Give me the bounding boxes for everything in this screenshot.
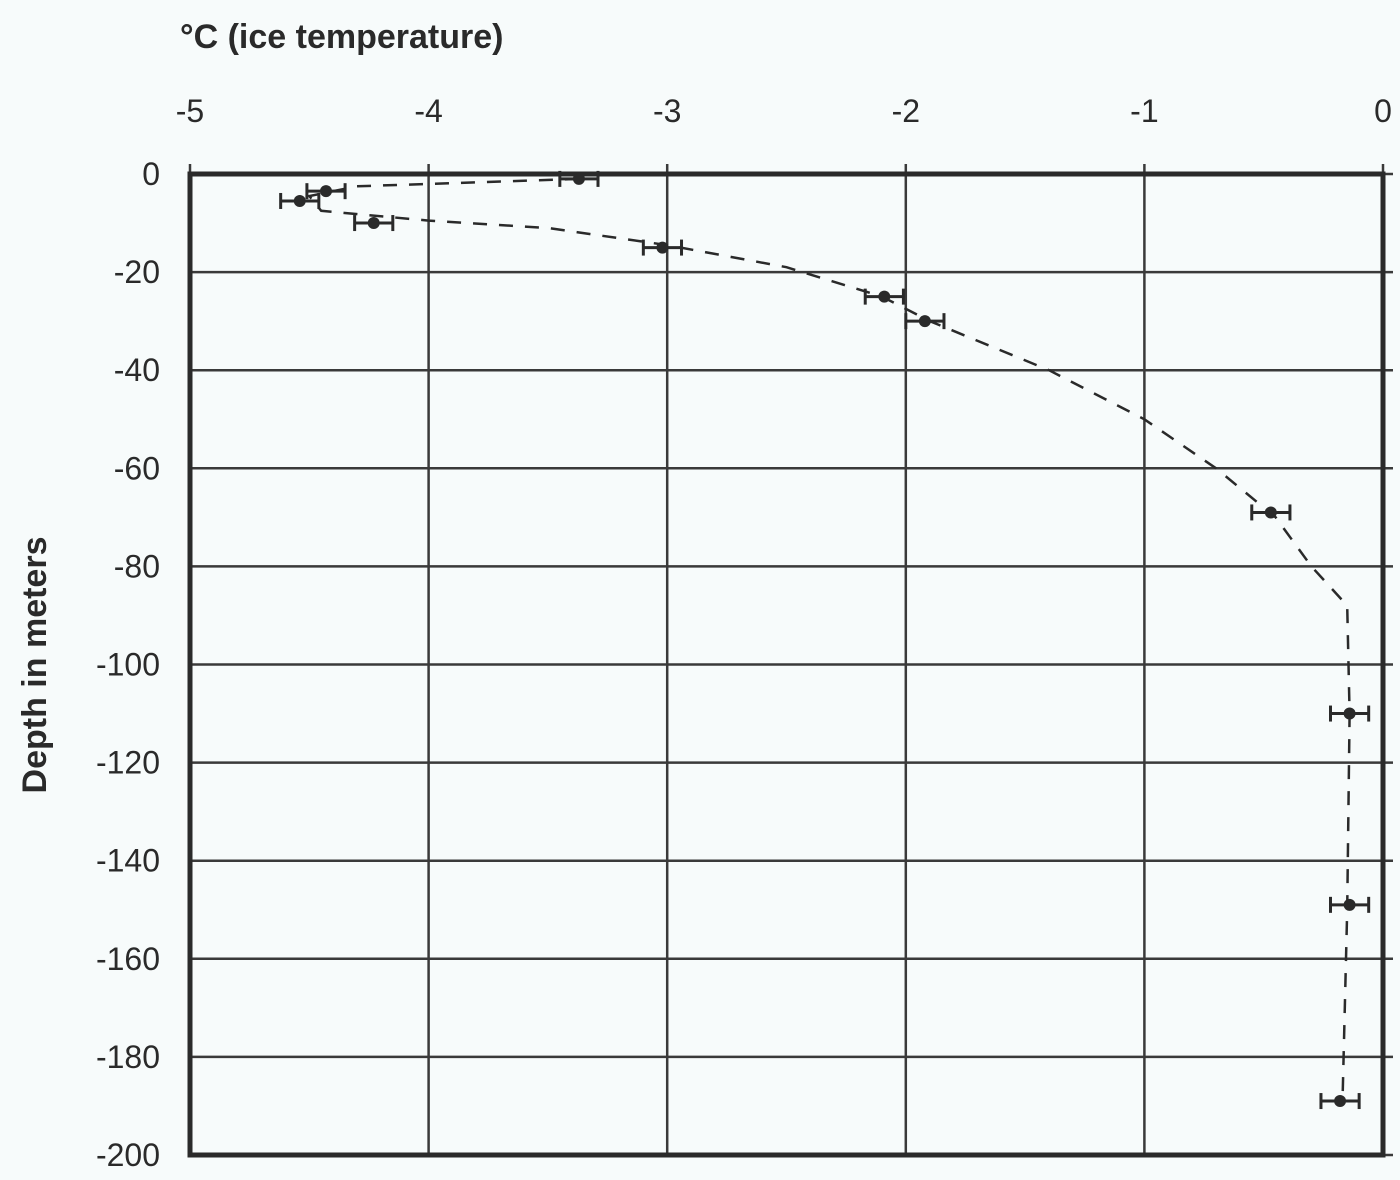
x-tick-label: -4 — [414, 93, 442, 129]
y-axis-label: Depth in meters — [16, 537, 54, 794]
data-point — [1250, 504, 1292, 521]
fitted-profile-dashed-line — [307, 177, 1351, 1106]
data-point-marker — [367, 217, 380, 230]
data-point — [904, 313, 946, 330]
data-point-marker — [1334, 1095, 1347, 1108]
data-point — [641, 239, 684, 256]
y-tick-label: -60 — [114, 450, 160, 486]
y-tick-label: -120 — [96, 745, 160, 781]
data-point-marker — [1343, 898, 1356, 911]
y-tick-label: -100 — [96, 647, 160, 683]
y-tick-label: -200 — [96, 1137, 160, 1173]
y-tick-label: -40 — [114, 352, 160, 388]
data-point — [1329, 705, 1371, 722]
y-tick-label: -180 — [96, 1039, 160, 1075]
y-tick-label: -140 — [96, 843, 160, 879]
x-tick-label: -2 — [892, 93, 920, 129]
data-point-marker — [572, 172, 585, 185]
plot-area-frame — [187, 171, 1386, 1158]
data-point-marker — [1343, 707, 1356, 720]
data-point — [863, 288, 905, 305]
data-point-marker — [878, 290, 891, 303]
y-tick-label: 0 — [142, 156, 160, 192]
x-tick-label: -1 — [1130, 93, 1158, 129]
data-point — [1319, 1093, 1361, 1110]
chart-title: °C (ice temperature) — [180, 18, 503, 56]
data-point — [305, 183, 347, 200]
data-point — [353, 215, 395, 232]
data-point-marker — [918, 315, 931, 328]
data-point — [558, 170, 600, 187]
data-point — [279, 192, 321, 209]
data-point-marker — [293, 194, 306, 207]
data-point-marker — [1264, 506, 1277, 519]
x-tick-label: -5 — [176, 93, 204, 129]
y-axis-tick-labels: 0 -20 -40 -60 -80 -100 -120 -140 -160 -180 -200 — [96, 156, 160, 1173]
x-axis-tick-labels: -5 -4 -3 -2 -1 0 — [176, 93, 1392, 129]
data-point — [1329, 896, 1371, 913]
data-point-marker — [656, 241, 669, 254]
data-point-marker — [320, 185, 333, 198]
x-tick-label: 0 — [1374, 93, 1392, 129]
grid-lines — [188, 164, 1393, 1157]
x-tick-label: -3 — [653, 93, 681, 129]
data-points — [279, 170, 1371, 1110]
y-tick-label: -20 — [114, 254, 160, 290]
y-tick-label: -160 — [96, 941, 160, 977]
y-tick-label: -80 — [114, 548, 160, 584]
